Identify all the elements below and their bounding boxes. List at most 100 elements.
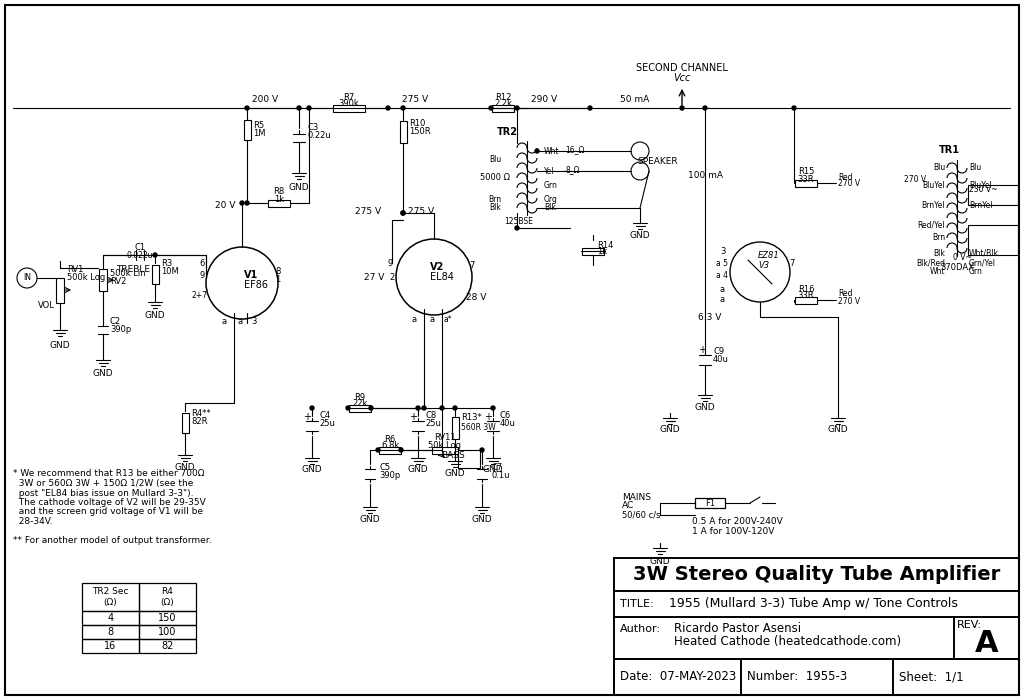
Circle shape [297, 106, 301, 110]
Text: +: + [484, 412, 492, 422]
Text: 150R: 150R [409, 127, 431, 136]
Text: 7: 7 [790, 260, 795, 269]
Bar [795, 297, 817, 304]
Bar [139, 611, 196, 625]
Text: 6: 6 [200, 258, 205, 267]
Bar [139, 625, 196, 639]
Text: +: + [698, 345, 706, 355]
Text: V2: V2 [430, 262, 444, 272]
Text: 0.5 A for 200V-240V: 0.5 A for 200V-240V [692, 517, 782, 526]
Text: 3W or 560Ω 3W + 150Ω 1/2W (see the: 3W or 560Ω 3W + 150Ω 1/2W (see the [13, 479, 194, 488]
Text: MAINS: MAINS [622, 493, 651, 501]
Text: C3: C3 [307, 123, 318, 132]
Bar [452, 417, 459, 439]
Text: EL84: EL84 [430, 272, 454, 282]
Circle shape [346, 406, 350, 410]
Text: 0.022u: 0.022u [127, 251, 154, 260]
Text: 27 V: 27 V [364, 272, 384, 281]
Text: a: a [221, 316, 226, 326]
Bar [893, 659, 1019, 695]
Circle shape [376, 448, 380, 452]
Text: AC: AC [622, 501, 634, 510]
Text: The cathode voltage of V2 will be 29-35V: The cathode voltage of V2 will be 29-35V [13, 498, 206, 507]
Text: Date:  07-MAY-2023: Date: 07-MAY-2023 [620, 671, 736, 683]
Text: 275 V: 275 V [355, 206, 381, 216]
Text: 10M: 10M [161, 267, 179, 276]
Bar [82, 611, 139, 625]
Text: TR1: TR1 [939, 145, 959, 155]
Circle shape [515, 106, 519, 110]
Text: 1M: 1M [253, 130, 265, 139]
Text: GND: GND [444, 468, 465, 477]
Text: SPEAKER: SPEAKER [638, 157, 678, 165]
Bar [614, 659, 1019, 695]
Text: a: a [429, 314, 434, 323]
Text: EF86: EF86 [244, 280, 268, 290]
Text: 82: 82 [162, 641, 174, 651]
Text: Blk/Red: Blk/Red [916, 258, 945, 267]
Text: Author:: Author: [620, 624, 662, 634]
Text: GND: GND [93, 370, 114, 379]
Text: 560R 3W: 560R 3W [461, 423, 496, 431]
Text: R16: R16 [798, 284, 814, 293]
Text: ** For another model of output transformer.: ** For another model of output transform… [13, 536, 212, 545]
Text: 275 V: 275 V [408, 206, 434, 216]
Text: 500k Lin: 500k Lin [110, 269, 145, 277]
Circle shape [401, 211, 406, 215]
Text: IN: IN [23, 274, 31, 283]
Bar [968, 225, 1018, 255]
Text: 270 V: 270 V [904, 176, 926, 185]
Text: C6: C6 [500, 412, 511, 421]
Bar [954, 617, 1019, 659]
Text: 8: 8 [275, 267, 281, 276]
Text: C4: C4 [319, 412, 330, 421]
Text: 6.8k: 6.8k [381, 442, 399, 451]
Text: R4
(Ω): R4 (Ω) [161, 587, 174, 607]
Text: GND: GND [630, 232, 650, 241]
Bar [139, 639, 196, 653]
Bar [181, 413, 188, 433]
Text: 28-34V.: 28-34V. [13, 517, 52, 526]
Text: 5000 Ω: 5000 Ω [480, 174, 510, 183]
Text: Blu: Blu [488, 155, 501, 164]
Text: 100 mA: 100 mA [687, 171, 723, 179]
Text: EZ81: EZ81 [758, 251, 779, 260]
Text: 40u: 40u [713, 356, 729, 365]
Text: BASS: BASS [441, 451, 465, 459]
Text: Grn: Grn [969, 267, 983, 276]
Text: 9: 9 [200, 270, 205, 279]
Bar [99, 269, 106, 291]
Text: 25u: 25u [425, 419, 441, 428]
Text: 230 V~: 230 V~ [969, 186, 997, 195]
Text: GND: GND [649, 556, 671, 566]
Bar [152, 265, 159, 284]
Text: 4: 4 [108, 613, 114, 623]
Bar [614, 617, 954, 659]
Text: R5: R5 [253, 122, 264, 130]
Bar [614, 659, 741, 695]
Text: R15: R15 [798, 167, 814, 176]
Text: 25u: 25u [319, 419, 335, 428]
Text: GND: GND [175, 463, 196, 473]
Bar [56, 277, 63, 302]
Circle shape [490, 406, 495, 410]
Circle shape [489, 106, 493, 110]
Text: 6.3 V: 6.3 V [698, 312, 722, 321]
Text: a: a [238, 316, 243, 326]
Text: REV:: REV: [957, 620, 982, 630]
Bar [968, 185, 1018, 205]
Text: F1: F1 [705, 498, 715, 508]
Text: 50 mA: 50 mA [621, 95, 649, 104]
Text: V3: V3 [758, 260, 769, 270]
Text: Grn: Grn [544, 181, 558, 190]
Circle shape [153, 253, 157, 257]
Circle shape [245, 106, 249, 110]
Text: +: + [303, 412, 311, 422]
Text: 1k: 1k [274, 195, 284, 204]
Text: post "EL84 bias issue on Mullard 3-3").: post "EL84 bias issue on Mullard 3-3"). [13, 489, 194, 498]
Bar [795, 179, 817, 186]
Circle shape [240, 201, 244, 205]
Text: 28 V: 28 V [466, 293, 486, 302]
Text: 50k Log: 50k Log [428, 440, 462, 449]
Text: 100: 100 [159, 627, 177, 637]
